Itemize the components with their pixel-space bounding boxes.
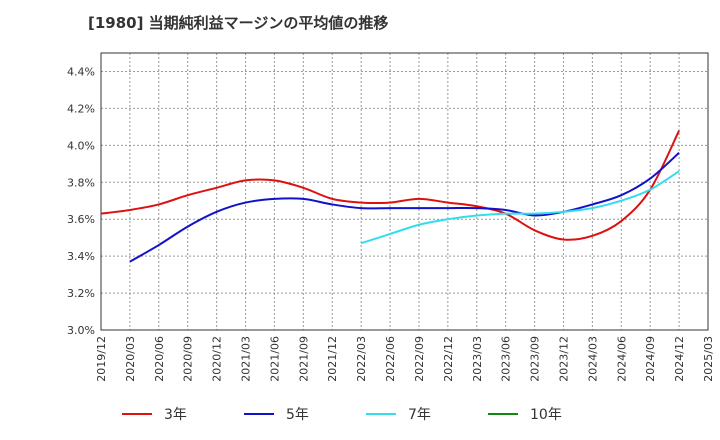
legend-label-3年: 3年 <box>164 407 187 423</box>
y-tick-label: 3.6% <box>67 213 95 226</box>
series-line-3年 <box>100 130 680 241</box>
x-tick-label: 2020/06 <box>153 336 166 382</box>
x-tick-label: 2022/12 <box>442 336 455 382</box>
x-tick-label: 2020/12 <box>211 336 224 382</box>
x-tick-label: 2020/09 <box>182 336 195 382</box>
legend-label-10年: 10年 <box>530 407 562 423</box>
x-tick-label: 2023/03 <box>471 336 484 382</box>
y-tick-label: 4.0% <box>67 139 95 152</box>
x-tick-label: 2025/03 <box>702 336 715 382</box>
y-tick-label: 3.8% <box>67 176 95 189</box>
x-tick-label: 2021/12 <box>326 336 339 382</box>
legend-label-5年: 5年 <box>286 407 309 423</box>
x-tick-label: 2024/03 <box>586 336 599 382</box>
y-tick-label: 3.4% <box>67 250 95 263</box>
x-tick-label: 2021/03 <box>240 336 253 382</box>
x-tick-label: 2023/09 <box>529 336 542 382</box>
plot-area <box>101 53 708 330</box>
x-tick-label: 2022/09 <box>413 336 426 382</box>
x-tick-label: 2021/09 <box>297 336 310 382</box>
x-tick-label: 2024/09 <box>644 336 657 382</box>
legend: 3年 5年 7年 10年 <box>122 407 562 423</box>
y-axis: 3.0% 3.2% 3.4% 3.6% 3.8% 4.0% 4.2% 4.4% <box>67 65 95 337</box>
x-tick-label: 2020/03 <box>124 336 137 382</box>
series-line-5年 <box>129 151 680 263</box>
y-tick-label: 3.0% <box>67 324 95 337</box>
plot-border <box>100 52 709 331</box>
y-tick-label: 4.2% <box>67 102 95 115</box>
x-tick-label: 2023/06 <box>500 336 513 382</box>
x-tick-label: 2022/03 <box>355 336 368 382</box>
x-tick-label: 2024/06 <box>615 336 628 382</box>
x-axis: 2019/12 2020/03 2020/06 2020/09 2020/12 2021/… <box>95 336 715 382</box>
x-tick-label: 2019/12 <box>95 336 108 382</box>
y-tick-label: 4.4% <box>67 65 95 78</box>
series-line-7年 <box>360 170 680 245</box>
y-tick-label: 3.2% <box>67 287 95 300</box>
x-tick-label: 2021/06 <box>268 336 281 382</box>
series-lines <box>100 130 680 263</box>
x-tick-label: 2024/12 <box>673 336 686 382</box>
chart-title: [1980] 当期純利益マージンの平均値の推移 <box>88 14 388 32</box>
x-tick-label: 2023/12 <box>557 336 570 382</box>
x-tick-label: 2022/06 <box>384 336 397 382</box>
legend-label-7年: 7年 <box>408 407 431 423</box>
